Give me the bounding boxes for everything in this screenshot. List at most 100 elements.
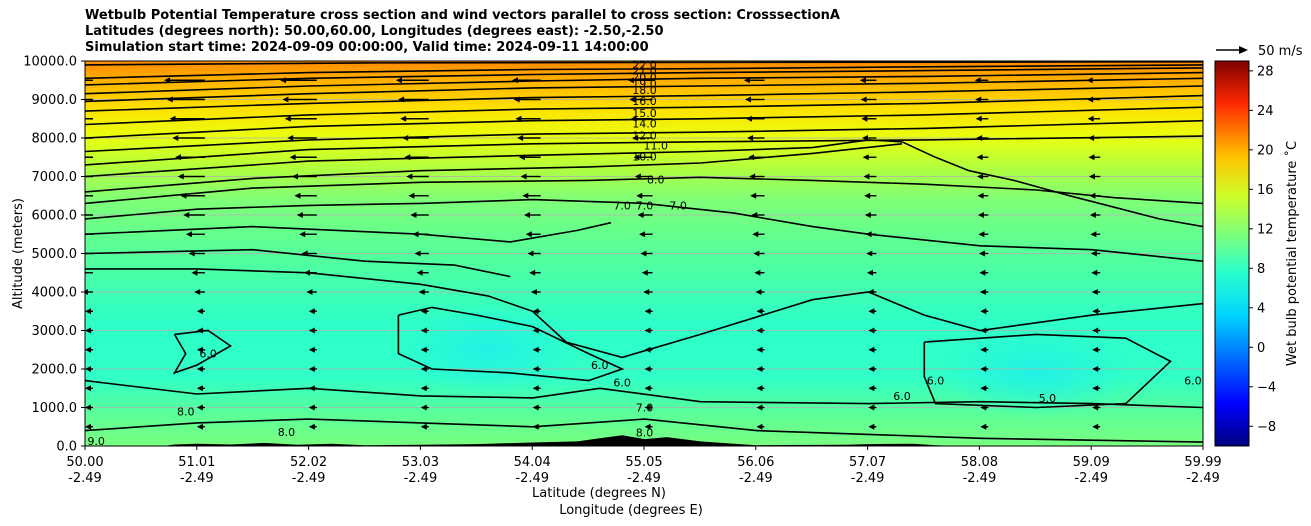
contour-label: 19.0 (632, 77, 657, 90)
wind-vector-head (520, 173, 527, 180)
wind-vector (191, 269, 205, 276)
wind-vector (420, 366, 429, 372)
wind-vector (868, 385, 877, 392)
wind-vector (196, 366, 205, 372)
wind-vector-head (400, 115, 407, 122)
wind-vector-head (420, 346, 427, 353)
wind-vector-head (408, 192, 415, 199)
wind-vector-head (634, 173, 641, 180)
contour-line (85, 64, 1203, 80)
wind-vector (177, 173, 205, 180)
wind-vector (418, 289, 429, 295)
wind-vector (756, 327, 765, 334)
wind-vector (1091, 289, 1101, 295)
wind-vector (282, 96, 317, 103)
wind-vector (644, 366, 653, 372)
contour-label: 5.0 (1039, 392, 1057, 405)
wind-vector-head (1090, 231, 1097, 238)
wind-vector (306, 289, 317, 295)
contour-label: 8.0 (647, 174, 665, 187)
wind-vector (1088, 154, 1101, 161)
wind-vector-head (196, 404, 203, 411)
wind-vector-head (868, 327, 875, 334)
wind-vector (299, 231, 317, 238)
wind-vector-head (196, 385, 203, 392)
wind-vector-head (644, 385, 651, 392)
wind-vector-head (633, 154, 640, 161)
wind-vector-head (188, 250, 195, 257)
wind-vector (644, 327, 653, 334)
colorbar-tick-label: 4 (1257, 301, 1265, 316)
wind-vector (517, 135, 541, 141)
wind-vector (520, 173, 541, 180)
wind-vector-head (525, 231, 532, 238)
axes: 0.0 1000.0 2000.0 3000.0 4000.0 5000.0 6000.0 7… (11, 55, 1222, 519)
wind-vector-head (864, 212, 871, 218)
x-tick-label-lat: 59.09 (1073, 455, 1110, 470)
x-tick-label-lon: -2.49 (515, 471, 549, 486)
wind-vector (406, 173, 429, 180)
wind-vector-head (868, 385, 875, 392)
x-tick-label-lon: -2.49 (963, 471, 997, 486)
wind-vector (308, 308, 317, 315)
wind-vector (756, 366, 765, 372)
wind-vector (644, 308, 653, 315)
wind-vector-head (296, 212, 303, 218)
wind-vector (524, 212, 541, 218)
wind-vector (755, 289, 765, 295)
wind-vector-head (862, 154, 869, 161)
wind-vector (408, 192, 429, 199)
contour-line (85, 67, 1203, 86)
y-tick-label: 9000.0 (32, 93, 78, 108)
contour-line (85, 61, 1203, 66)
wind-vector-head (529, 269, 536, 276)
wind-vector-head (308, 346, 315, 353)
wind-vector-head (1092, 385, 1099, 392)
wind-vector-head (639, 231, 646, 238)
wind-vector-head (866, 250, 873, 257)
wind-vector (868, 308, 877, 315)
wind-vector-head (756, 385, 763, 392)
colorbar-tick-label: 24 (1257, 104, 1274, 119)
wind-vector-head (196, 366, 203, 372)
contour-line (85, 85, 1203, 112)
x-tick-label-lon: -2.49 (627, 471, 661, 486)
wind-vector-head (756, 366, 763, 372)
wind-vector (85, 346, 93, 353)
wind-vector (977, 212, 989, 218)
wind-vector-head (1091, 289, 1098, 295)
wind-vector-head (306, 289, 313, 295)
wind-vector (85, 156, 93, 158)
contour-line (85, 248, 511, 278)
wind-vector-head (1091, 269, 1098, 276)
wind-vector (1092, 346, 1101, 353)
wind-vector-head (85, 327, 91, 334)
x-tick-label-lat: 52.02 (290, 455, 327, 470)
wind-vector (860, 96, 877, 103)
wind-vector (866, 250, 877, 257)
wind-vector (979, 289, 989, 295)
wind-vector (754, 269, 765, 276)
colorbar-gradient (1214, 60, 1250, 447)
wind-vector-head (517, 135, 524, 141)
wind-vector-head (308, 308, 315, 315)
wind-vector-head (640, 250, 647, 257)
contour-label: 6.0 (613, 376, 631, 389)
wind-vector-head (977, 192, 984, 199)
wind-vector (85, 404, 93, 411)
wind-vector (977, 173, 989, 180)
wind-vector (756, 404, 765, 411)
wind-vector-head (629, 96, 636, 103)
wind-vector (1087, 115, 1101, 122)
x-tick-label-lon: -2.49 (180, 471, 214, 486)
wind-vector (420, 346, 429, 353)
contour-label: 8.0 (278, 426, 296, 439)
wind-vector-head (1092, 308, 1099, 315)
wind-vector-head (868, 366, 875, 372)
wind-vector (530, 289, 541, 295)
wind-vector (1090, 231, 1101, 238)
wind-vector (420, 385, 429, 392)
y-tick-label: 5000.0 (32, 247, 78, 262)
x-tick-label-lat: 57.07 (849, 455, 886, 470)
quiver-key: 50 m/s (1216, 44, 1303, 59)
